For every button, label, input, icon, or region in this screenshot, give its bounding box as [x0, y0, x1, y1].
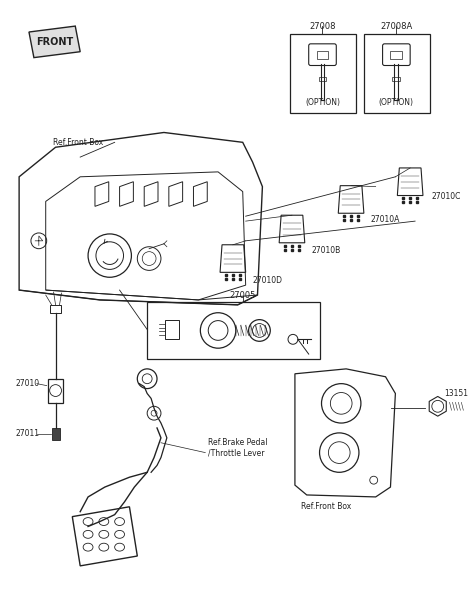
Bar — [319, 77, 327, 81]
Bar — [290, 34, 356, 113]
Bar — [392, 77, 401, 81]
Text: 27011: 27011 — [15, 430, 39, 438]
Text: 27008: 27008 — [309, 22, 336, 31]
Text: 27005: 27005 — [229, 291, 256, 300]
Text: 13151: 13151 — [445, 389, 469, 398]
Bar — [147, 302, 319, 359]
Text: FRONT: FRONT — [36, 37, 73, 47]
Bar — [52, 428, 60, 440]
Text: Ref.Front Box: Ref.Front Box — [301, 502, 352, 512]
Text: 27010B: 27010B — [312, 246, 341, 255]
Polygon shape — [29, 26, 80, 58]
Bar — [48, 379, 64, 404]
Bar — [317, 51, 328, 58]
Text: Ref.Front Box: Ref.Front Box — [53, 138, 103, 147]
Bar — [50, 305, 62, 313]
Text: 27008A: 27008A — [380, 22, 412, 31]
Bar — [364, 34, 430, 113]
Bar — [165, 320, 179, 339]
Text: 27010C: 27010C — [432, 192, 461, 201]
Text: (OPTION): (OPTION) — [305, 99, 340, 107]
Text: 27010: 27010 — [15, 379, 39, 388]
Text: 27010A: 27010A — [371, 215, 400, 224]
Text: 27010D: 27010D — [253, 276, 283, 285]
Text: Ref.Brake Pedal
/Throttle Lever: Ref.Brake Pedal /Throttle Lever — [208, 438, 268, 457]
Bar — [391, 51, 402, 58]
Text: (OPTION): (OPTION) — [379, 99, 414, 107]
